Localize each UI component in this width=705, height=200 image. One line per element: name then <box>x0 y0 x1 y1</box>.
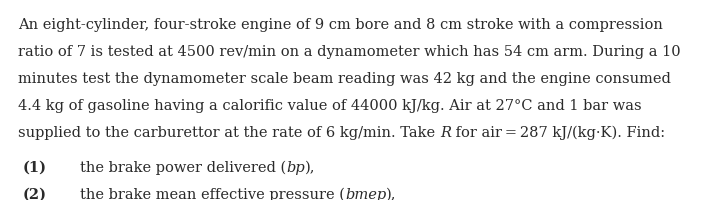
Text: the brake power delivered (: the brake power delivered ( <box>80 161 286 175</box>
Text: ratio of 7 is tested at 4500 rev/min on a dynamometer which has 54 cm arm. Durin: ratio of 7 is tested at 4500 rev/min on … <box>18 45 680 59</box>
Text: supplied to the carburettor at the rate of 6 kg/min. Take: supplied to the carburettor at the rate … <box>18 126 440 140</box>
Text: for air = 287 kJ/(kg·K). Find:: for air = 287 kJ/(kg·K). Find: <box>450 126 665 140</box>
Text: ),: ), <box>305 161 315 175</box>
Text: the brake mean effective pressure (: the brake mean effective pressure ( <box>80 188 345 200</box>
Text: (1): (1) <box>23 161 47 175</box>
Text: bp: bp <box>286 161 305 175</box>
Text: ),: ), <box>386 188 397 200</box>
Text: R: R <box>440 126 450 140</box>
Text: (2): (2) <box>23 188 47 200</box>
Text: An eight-cylinder, four-stroke engine of 9 cm bore and 8 cm stroke with a compre: An eight-cylinder, four-stroke engine of… <box>18 18 663 32</box>
Text: minutes test the dynamometer scale beam reading was 42 kg and the engine consume: minutes test the dynamometer scale beam … <box>18 72 671 86</box>
Text: bmep: bmep <box>345 188 386 200</box>
Text: 4.4 kg of gasoline having a calorific value of 44000 kJ/kg. Air at 27°C and 1 ba: 4.4 kg of gasoline having a calorific va… <box>18 99 642 113</box>
